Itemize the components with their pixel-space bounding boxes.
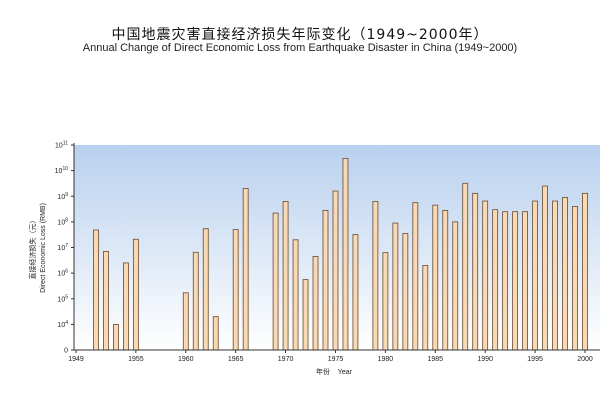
y-tick-exponent: 9 xyxy=(65,192,68,198)
chart-title-english: Annual Change of Direct Economic Loss fr… xyxy=(82,42,518,54)
x-tick-label: 1960 xyxy=(178,356,194,363)
bar-1981 xyxy=(392,222,399,351)
x-axis-label: 年份 Year xyxy=(316,367,353,376)
bar-1992 xyxy=(502,211,509,351)
bar-1960 xyxy=(182,292,189,351)
bar-1987 xyxy=(452,221,459,351)
y-tick-label: 0 xyxy=(64,348,68,355)
x-tick-label: 1949 xyxy=(68,356,84,363)
bar-1953 xyxy=(113,323,119,351)
y-tick-label: 1011 xyxy=(55,141,68,150)
bar-1979 xyxy=(372,201,379,351)
x-tick-label: 1955 xyxy=(128,356,144,363)
bar-1973 xyxy=(312,255,319,351)
bar-1999 xyxy=(572,206,578,351)
bar-1995 xyxy=(532,200,538,351)
x-tick-label: 1970 xyxy=(278,356,294,363)
bar-1965 xyxy=(232,229,239,351)
bar-1974 xyxy=(322,210,329,351)
y-tick-label: 109 xyxy=(57,192,68,201)
bar-1969 xyxy=(272,212,279,351)
y-tick-label: 108 xyxy=(57,217,68,226)
x-tick-label: 1965 xyxy=(228,356,244,363)
x-tick-label: 1995 xyxy=(527,356,543,363)
bar-1997 xyxy=(552,200,558,351)
y-tick-exponent: 6 xyxy=(65,269,68,275)
bar-1985 xyxy=(432,204,439,351)
bar-1951 xyxy=(93,229,99,351)
bar-1996 xyxy=(542,185,548,351)
bar-2000 xyxy=(582,192,588,351)
bar-1993 xyxy=(512,211,519,351)
y-tick-label: 104 xyxy=(57,320,68,329)
bar-1975 xyxy=(332,190,339,351)
bar-1966 xyxy=(242,188,249,351)
y-tick-label: 107 xyxy=(57,243,68,252)
x-tick-label: 1985 xyxy=(427,356,443,363)
bar-1977 xyxy=(352,234,359,351)
bar-1971 xyxy=(292,239,299,351)
bar-1980 xyxy=(382,252,389,351)
chart-title-chinese: 中国地震灾害直接经济损失年际变化（1949~2000年） xyxy=(111,27,489,43)
y-tick-label: 106 xyxy=(57,269,68,278)
y-tick-exponent: 4 xyxy=(65,320,68,326)
y-tick-exponent: 8 xyxy=(65,217,68,223)
bar-1990 xyxy=(482,200,489,351)
bar-1970 xyxy=(282,200,289,351)
x-tick-label: 1980 xyxy=(378,356,394,363)
y-axis-label-english: Direct Economic Loss (RMB) xyxy=(40,203,47,293)
x-tick-label: 1990 xyxy=(477,356,493,363)
bar-1994 xyxy=(522,211,528,351)
y-tick-exponent: 7 xyxy=(65,243,68,249)
bar-1962 xyxy=(202,228,209,351)
bar-1984 xyxy=(422,265,429,351)
y-tick-exponent: 10 xyxy=(62,166,68,172)
x-ticks-group: 1949 1955 1960 1965 1970 1975 1980 1985 1990 1995… xyxy=(68,350,593,363)
y-tick-label: 1010 xyxy=(55,166,69,175)
y-tick-label: 105 xyxy=(57,294,68,303)
bar-1954 xyxy=(123,262,129,351)
bar-1955 xyxy=(132,238,139,351)
bar-1972 xyxy=(302,279,309,351)
y-tick-exponent: 5 xyxy=(65,294,68,300)
bar-1961 xyxy=(192,251,199,351)
y-tick-exponent: 11 xyxy=(63,141,68,147)
bar-1989 xyxy=(472,192,479,351)
bar-1983 xyxy=(412,202,419,351)
bar-1998 xyxy=(562,197,568,351)
bar-1976 xyxy=(342,157,349,351)
x-tick-label: 2000 xyxy=(577,356,593,363)
bar-1986 xyxy=(442,210,449,351)
bar-1952 xyxy=(103,251,109,351)
bar-1991 xyxy=(492,209,499,351)
bar-1982 xyxy=(402,233,409,351)
bar-1988 xyxy=(462,182,469,351)
y-axis-label-chinese: 直接经济损失（元） xyxy=(28,217,37,280)
x-tick-label: 1975 xyxy=(328,356,344,363)
bar-1963 xyxy=(212,316,219,351)
